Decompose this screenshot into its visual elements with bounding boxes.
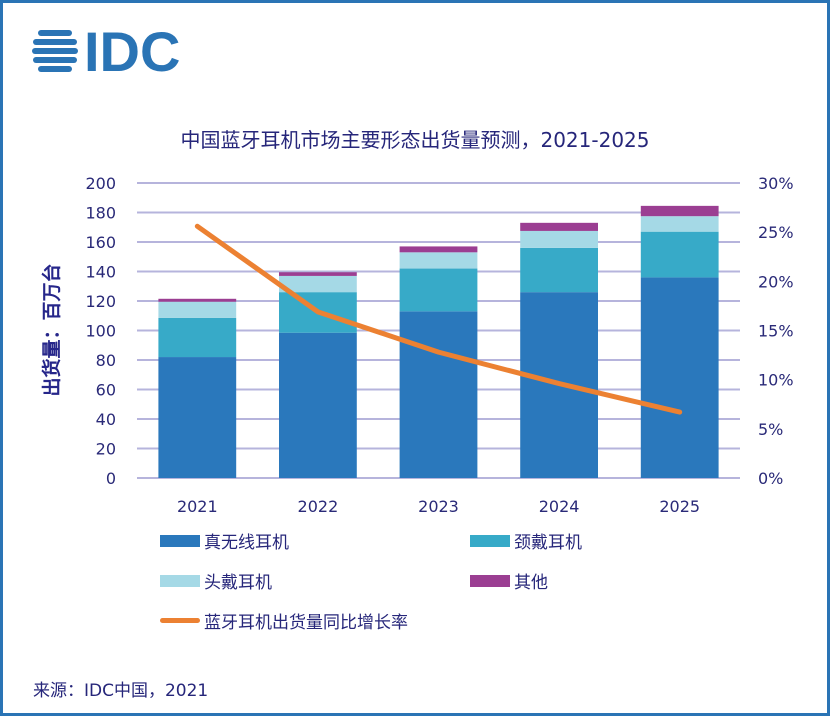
legend-item-headphone: 头戴耳机 [160,568,272,593]
legend-line-swatch [160,618,200,623]
bar-segment [640,231,719,278]
y-tick-label: 100 [85,322,116,341]
legend: 真无线耳机 颈戴耳机 头戴耳机 其他 蓝牙耳机出货量同比增长率 [160,528,620,638]
x-tick-label: 2023 [418,497,459,516]
y-tick-label: 60 [96,381,116,400]
bar-segment [158,357,237,478]
bar-segment [640,205,719,217]
growth-rate-line [194,223,683,415]
legend-item-neckband: 颈戴耳机 [470,528,582,553]
legend-item-other: 其他 [470,568,548,593]
y-tick-label: 160 [85,233,116,252]
legend-label: 其他 [514,573,548,593]
y-tick-label: 120 [85,292,116,311]
x-tick-label: 2022 [298,497,339,516]
bar-segment [399,252,478,269]
y-tick-label: 200 [85,174,116,193]
y2-tick-label: 20% [758,272,794,291]
chart-title: 中国蓝牙耳机市场主要形态出货量预测，2021-2025 [180,128,650,152]
bar-segment [520,230,598,248]
legend-label: 颈戴耳机 [514,533,582,553]
y2-tick-label: 5% [758,420,783,439]
bar-segment [520,247,598,293]
source-note: 来源：IDC中国，2021 [33,681,209,701]
legend-swatch [160,574,200,587]
bar-segment [640,216,719,232]
bar-segment [640,277,719,478]
y2-tick-label: 30% [758,174,794,193]
y-tick-label: 180 [85,204,116,223]
x-tick-label: 2024 [539,497,580,516]
y2-tick-label: 0% [758,469,783,488]
y-tick-label: 40 [96,410,116,429]
legend-swatch [470,534,510,547]
x-tick-label: 2021 [177,497,218,516]
idc-logo-text: IDC [84,24,180,80]
bar-segment [279,275,357,293]
legend-swatch [160,534,200,547]
bar-segment [158,317,237,358]
y2-tick-label: 15% [758,322,794,341]
y-tick-label: 20 [96,440,116,459]
legend-item-growth-rate: 蓝牙耳机出货量同比增长率 [160,608,408,633]
x-tick-label: 2025 [659,497,700,516]
y2-tick-label: 25% [758,223,794,242]
bar-segment [158,298,237,302]
legend-label: 蓝牙耳机出货量同比增长率 [204,613,408,633]
bar-segment [399,246,478,253]
legend-item-true-wireless: 真无线耳机 [160,528,289,553]
y-axis-label: 出货量：百万台 [40,263,63,396]
bar-segment [158,301,237,318]
bar-segment [279,332,357,478]
legend-swatch [470,574,510,587]
legend-label: 真无线耳机 [204,533,289,553]
legend-label: 头戴耳机 [204,573,272,593]
y-tick-label: 140 [85,263,116,282]
idc-logo: IDC [32,20,212,85]
y-tick-label: 0 [106,469,116,488]
y2-tick-label: 10% [758,371,794,390]
y-tick-label: 80 [96,351,116,370]
bar-segment [399,268,478,312]
bar-segment [279,272,357,276]
bar-segment [399,311,478,478]
idc-globe-icon: IDC [32,20,180,83]
bar-segment [520,222,598,231]
